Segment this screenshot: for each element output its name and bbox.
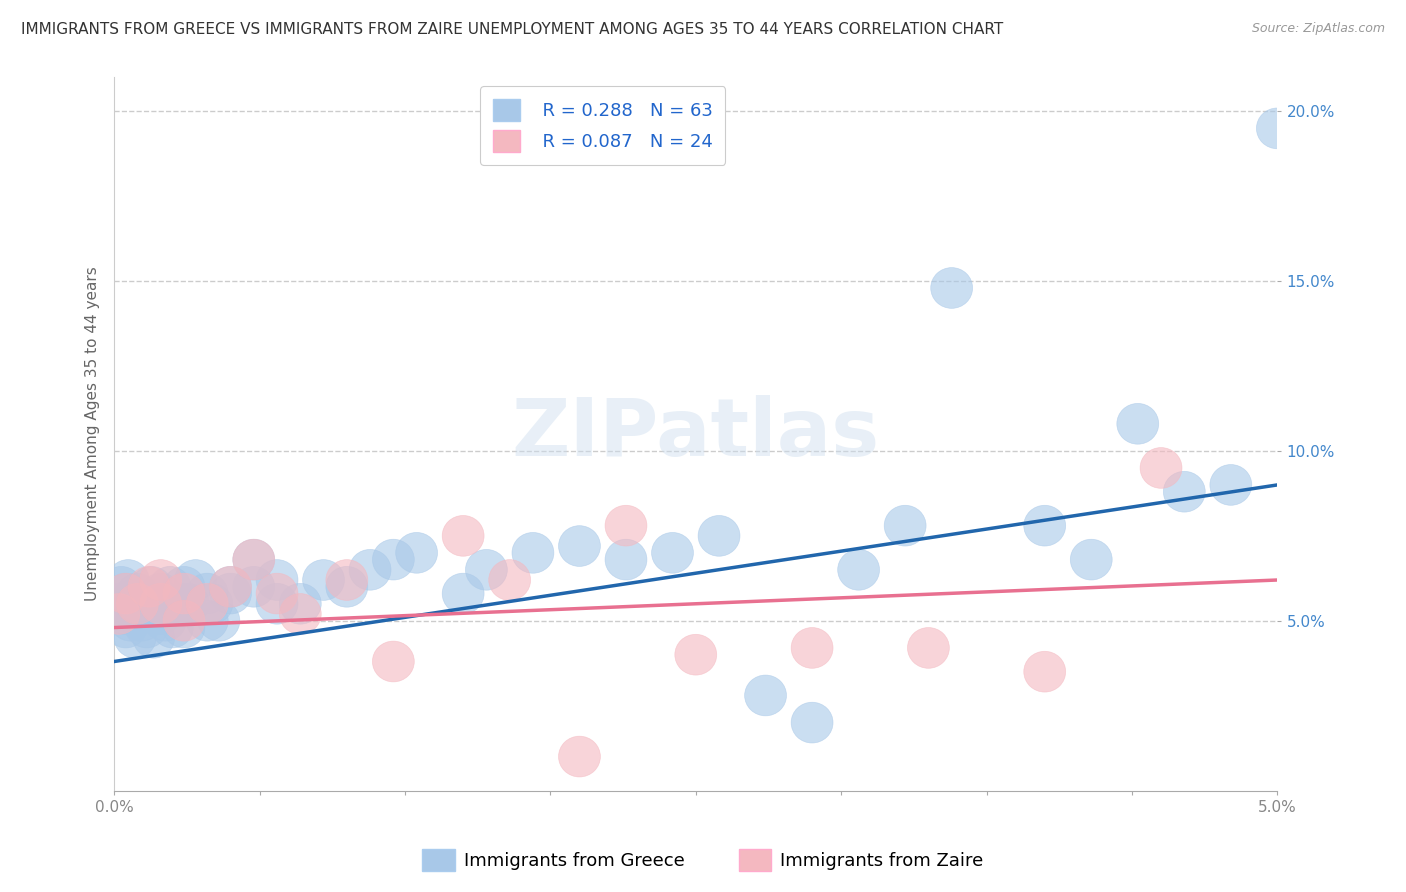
Ellipse shape (326, 566, 368, 607)
Ellipse shape (209, 566, 252, 607)
Ellipse shape (163, 566, 205, 607)
Ellipse shape (149, 566, 191, 607)
Ellipse shape (1211, 465, 1251, 505)
Ellipse shape (256, 583, 298, 624)
Ellipse shape (163, 583, 205, 624)
Ellipse shape (117, 574, 159, 614)
Ellipse shape (107, 559, 149, 600)
Ellipse shape (233, 540, 274, 580)
Ellipse shape (139, 574, 181, 614)
Ellipse shape (280, 593, 321, 634)
Ellipse shape (110, 600, 152, 641)
Legend:   R = 0.288   N = 63,   R = 0.087   N = 24: R = 0.288 N = 63, R = 0.087 N = 24 (481, 87, 725, 165)
Ellipse shape (145, 600, 187, 641)
Ellipse shape (931, 268, 973, 309)
Ellipse shape (792, 702, 832, 743)
Text: ZIPatlas: ZIPatlas (512, 395, 880, 473)
Ellipse shape (128, 566, 170, 607)
Ellipse shape (187, 583, 228, 624)
Ellipse shape (105, 574, 146, 614)
Ellipse shape (465, 549, 508, 591)
Ellipse shape (209, 566, 252, 607)
Ellipse shape (139, 559, 181, 600)
Ellipse shape (233, 566, 274, 607)
Ellipse shape (187, 600, 228, 641)
Text: Source: ZipAtlas.com: Source: ZipAtlas.com (1251, 22, 1385, 36)
Ellipse shape (163, 574, 205, 614)
Ellipse shape (1140, 448, 1182, 488)
Ellipse shape (280, 583, 321, 624)
Ellipse shape (1257, 108, 1298, 149)
Ellipse shape (256, 574, 298, 614)
Ellipse shape (187, 574, 228, 614)
Ellipse shape (124, 583, 166, 624)
Ellipse shape (114, 617, 156, 658)
Legend: Immigrants from Greece, Immigrants from Zaire: Immigrants from Greece, Immigrants from … (415, 842, 991, 879)
Ellipse shape (132, 617, 174, 658)
Ellipse shape (884, 505, 927, 546)
Ellipse shape (131, 566, 173, 607)
Ellipse shape (139, 583, 181, 624)
Ellipse shape (349, 549, 391, 591)
Ellipse shape (105, 574, 146, 614)
Ellipse shape (675, 634, 717, 675)
Ellipse shape (174, 559, 217, 600)
Ellipse shape (651, 533, 693, 574)
Ellipse shape (135, 583, 177, 624)
Ellipse shape (209, 574, 252, 614)
Ellipse shape (699, 516, 740, 557)
Ellipse shape (233, 540, 274, 580)
Ellipse shape (98, 583, 139, 624)
Ellipse shape (117, 593, 159, 634)
Ellipse shape (167, 583, 209, 624)
Ellipse shape (139, 593, 181, 634)
Ellipse shape (838, 549, 880, 591)
Ellipse shape (256, 559, 298, 600)
Ellipse shape (1024, 505, 1066, 546)
Ellipse shape (198, 600, 240, 641)
Ellipse shape (105, 607, 146, 648)
Ellipse shape (443, 574, 484, 614)
Ellipse shape (489, 559, 530, 600)
Ellipse shape (745, 675, 786, 715)
Ellipse shape (558, 736, 600, 777)
Ellipse shape (512, 533, 554, 574)
Ellipse shape (128, 591, 170, 631)
Ellipse shape (326, 559, 368, 600)
Y-axis label: Unemployment Among Ages 35 to 44 years: Unemployment Among Ages 35 to 44 years (86, 267, 100, 601)
Ellipse shape (117, 583, 159, 624)
Ellipse shape (558, 525, 600, 566)
Text: IMMIGRANTS FROM GREECE VS IMMIGRANTS FROM ZAIRE UNEMPLOYMENT AMONG AGES 35 TO 44: IMMIGRANTS FROM GREECE VS IMMIGRANTS FRO… (21, 22, 1004, 37)
Ellipse shape (163, 607, 205, 648)
Ellipse shape (100, 566, 142, 607)
Ellipse shape (395, 533, 437, 574)
Ellipse shape (605, 505, 647, 546)
Ellipse shape (792, 628, 832, 668)
Ellipse shape (146, 583, 188, 624)
Ellipse shape (443, 516, 484, 557)
Ellipse shape (373, 641, 415, 681)
Ellipse shape (112, 580, 153, 621)
Ellipse shape (907, 628, 949, 668)
Ellipse shape (373, 540, 415, 580)
Ellipse shape (125, 607, 167, 648)
Ellipse shape (1163, 471, 1205, 512)
Ellipse shape (1116, 403, 1159, 444)
Ellipse shape (103, 593, 145, 634)
Ellipse shape (605, 540, 647, 580)
Ellipse shape (98, 593, 139, 634)
Ellipse shape (1070, 540, 1112, 580)
Ellipse shape (121, 600, 163, 641)
Ellipse shape (1024, 651, 1066, 692)
Ellipse shape (152, 607, 193, 648)
Ellipse shape (163, 600, 205, 641)
Ellipse shape (302, 559, 344, 600)
Ellipse shape (191, 583, 233, 624)
